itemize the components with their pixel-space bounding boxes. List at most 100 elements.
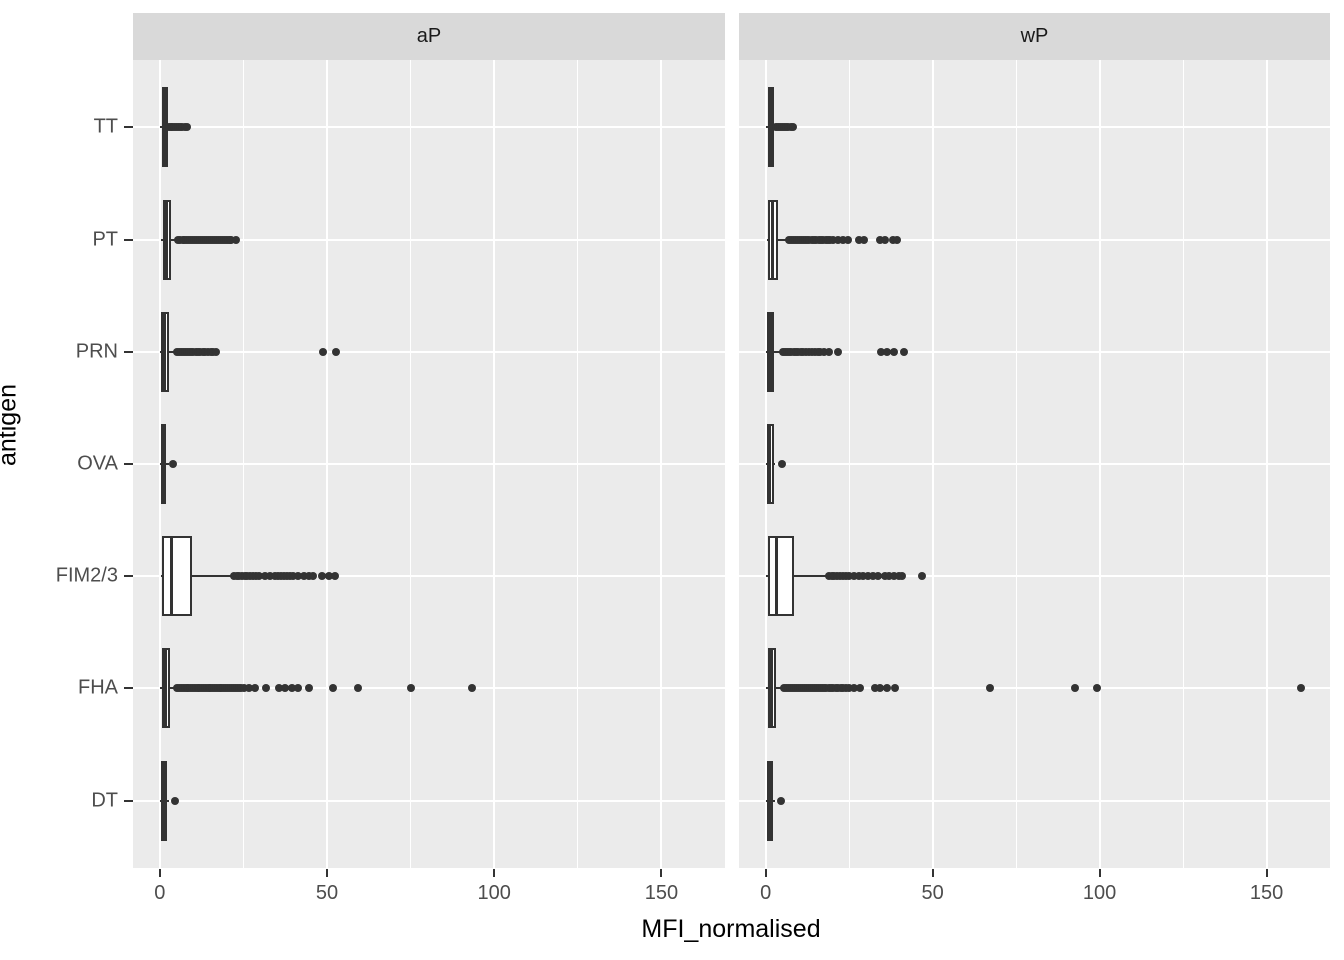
gridline-row-PT	[133, 238, 725, 241]
median-line	[162, 311, 166, 392]
whisker-lower	[766, 799, 768, 802]
outlier-dot	[777, 796, 786, 805]
x-axis-tick	[1265, 869, 1268, 877]
gridline-row-TT	[739, 126, 1330, 129]
outlier-dot	[868, 572, 877, 581]
whisker-upper	[168, 350, 177, 353]
outlier-dot	[353, 684, 362, 693]
outlier-dot	[873, 572, 882, 581]
outlier-dot	[890, 684, 899, 693]
outlier-dot	[244, 684, 253, 693]
outlier-dot	[304, 684, 313, 693]
y-axis-tick	[124, 687, 133, 690]
outlier-dot	[845, 572, 854, 581]
y-axis-tick	[124, 126, 133, 129]
whisker-upper	[774, 463, 776, 465]
median-line	[161, 424, 165, 504]
median-line	[164, 648, 168, 729]
outlier-dot	[294, 572, 303, 581]
box-wP-FIM2/3	[767, 536, 795, 617]
y-axis-tick	[124, 238, 133, 241]
x-axis-tick-label-50: 50	[315, 882, 339, 904]
outlier-dot	[1297, 684, 1306, 693]
median-line	[769, 648, 773, 729]
whisker-upper	[192, 575, 233, 578]
median-line	[768, 311, 772, 392]
median-line	[767, 760, 771, 841]
outlier-dot	[309, 572, 318, 581]
facet-strip-label: wP	[1020, 25, 1049, 47]
whisker-lower	[766, 350, 768, 353]
outlier-dot	[889, 347, 898, 356]
outlier-dot	[261, 572, 270, 581]
outlier-dot	[231, 235, 240, 244]
whisker-lower	[160, 126, 162, 129]
outlier-dot	[407, 684, 416, 693]
outlier-dot	[280, 684, 289, 693]
outlier-dot	[889, 572, 898, 581]
y-axis-label-FIM2/3: FIM2/3	[55, 564, 118, 587]
x-axis-tick-label-150: 150	[644, 882, 679, 904]
outlier-dot	[293, 684, 302, 693]
whisker-upper	[778, 238, 789, 241]
whisker-lower	[160, 238, 164, 241]
outlier-dot	[880, 572, 889, 581]
x-axis-title: MFI_normalised	[0, 915, 1344, 944]
outlier-dot	[331, 572, 340, 581]
x-axis-tick	[1098, 869, 1101, 877]
x-axis-title-text: MFI_normalised	[641, 915, 821, 943]
gridline-row-PT	[739, 238, 1330, 241]
outlier-dot	[1070, 684, 1079, 693]
x-axis-tick-label-0: 0	[154, 882, 166, 904]
outlier-dot	[888, 235, 897, 244]
whisker-lower	[160, 799, 162, 802]
outlier-dot	[918, 572, 927, 581]
median-line	[768, 424, 772, 504]
y-axis-label-PRN: PRN	[75, 340, 118, 363]
x-axis-tick-label-150: 150	[1249, 882, 1284, 904]
x-axis-tick	[325, 869, 328, 877]
gridline-row-FHA	[739, 687, 1330, 690]
outlier-dot	[328, 684, 337, 693]
box-aP-FIM2/3	[162, 536, 193, 617]
y-axis-tick	[124, 799, 133, 802]
y-axis-label-DT: DT	[91, 789, 118, 812]
facet-panel-aP	[133, 60, 725, 868]
x-axis-tick	[660, 869, 663, 877]
outlier-dot	[318, 347, 327, 356]
outlier-dot	[844, 684, 853, 693]
whisker-lower	[160, 350, 162, 353]
outlier-dot	[828, 235, 837, 244]
y-axis-tick	[124, 350, 133, 353]
facet-strip-wP: wP	[739, 13, 1330, 60]
whisker-upper	[166, 463, 169, 465]
outlier-dot	[287, 684, 296, 693]
outlier-dot	[833, 347, 842, 356]
facet-strip-aP: aP	[133, 13, 725, 60]
median-line	[768, 87, 772, 168]
outlier-dot	[883, 684, 892, 693]
median-line	[169, 536, 173, 617]
whisker-upper	[773, 799, 776, 802]
gridline-row-DT	[739, 799, 1330, 802]
outlier-dot	[239, 684, 248, 693]
outlier-dot	[859, 235, 868, 244]
outlier-dot	[819, 347, 828, 356]
whisker-lower	[766, 687, 769, 690]
whisker-lower	[766, 238, 769, 241]
outlier-dot	[870, 684, 879, 693]
outlier-dot	[854, 572, 863, 581]
outlier-dot	[849, 572, 858, 581]
x-axis-tick	[931, 869, 934, 877]
whisker-upper	[794, 575, 828, 578]
outlier-dot	[899, 347, 908, 356]
x-axis-tick-label-50: 50	[921, 882, 944, 904]
facet-strip-label: aP	[416, 25, 442, 47]
gridline-row-FIM2/3	[739, 575, 1330, 578]
outlier-dot	[844, 235, 853, 244]
x-axis-tick	[493, 869, 496, 877]
outlier-dot	[255, 572, 264, 581]
outlier-dot	[299, 572, 308, 581]
outlier-dot	[262, 684, 271, 693]
